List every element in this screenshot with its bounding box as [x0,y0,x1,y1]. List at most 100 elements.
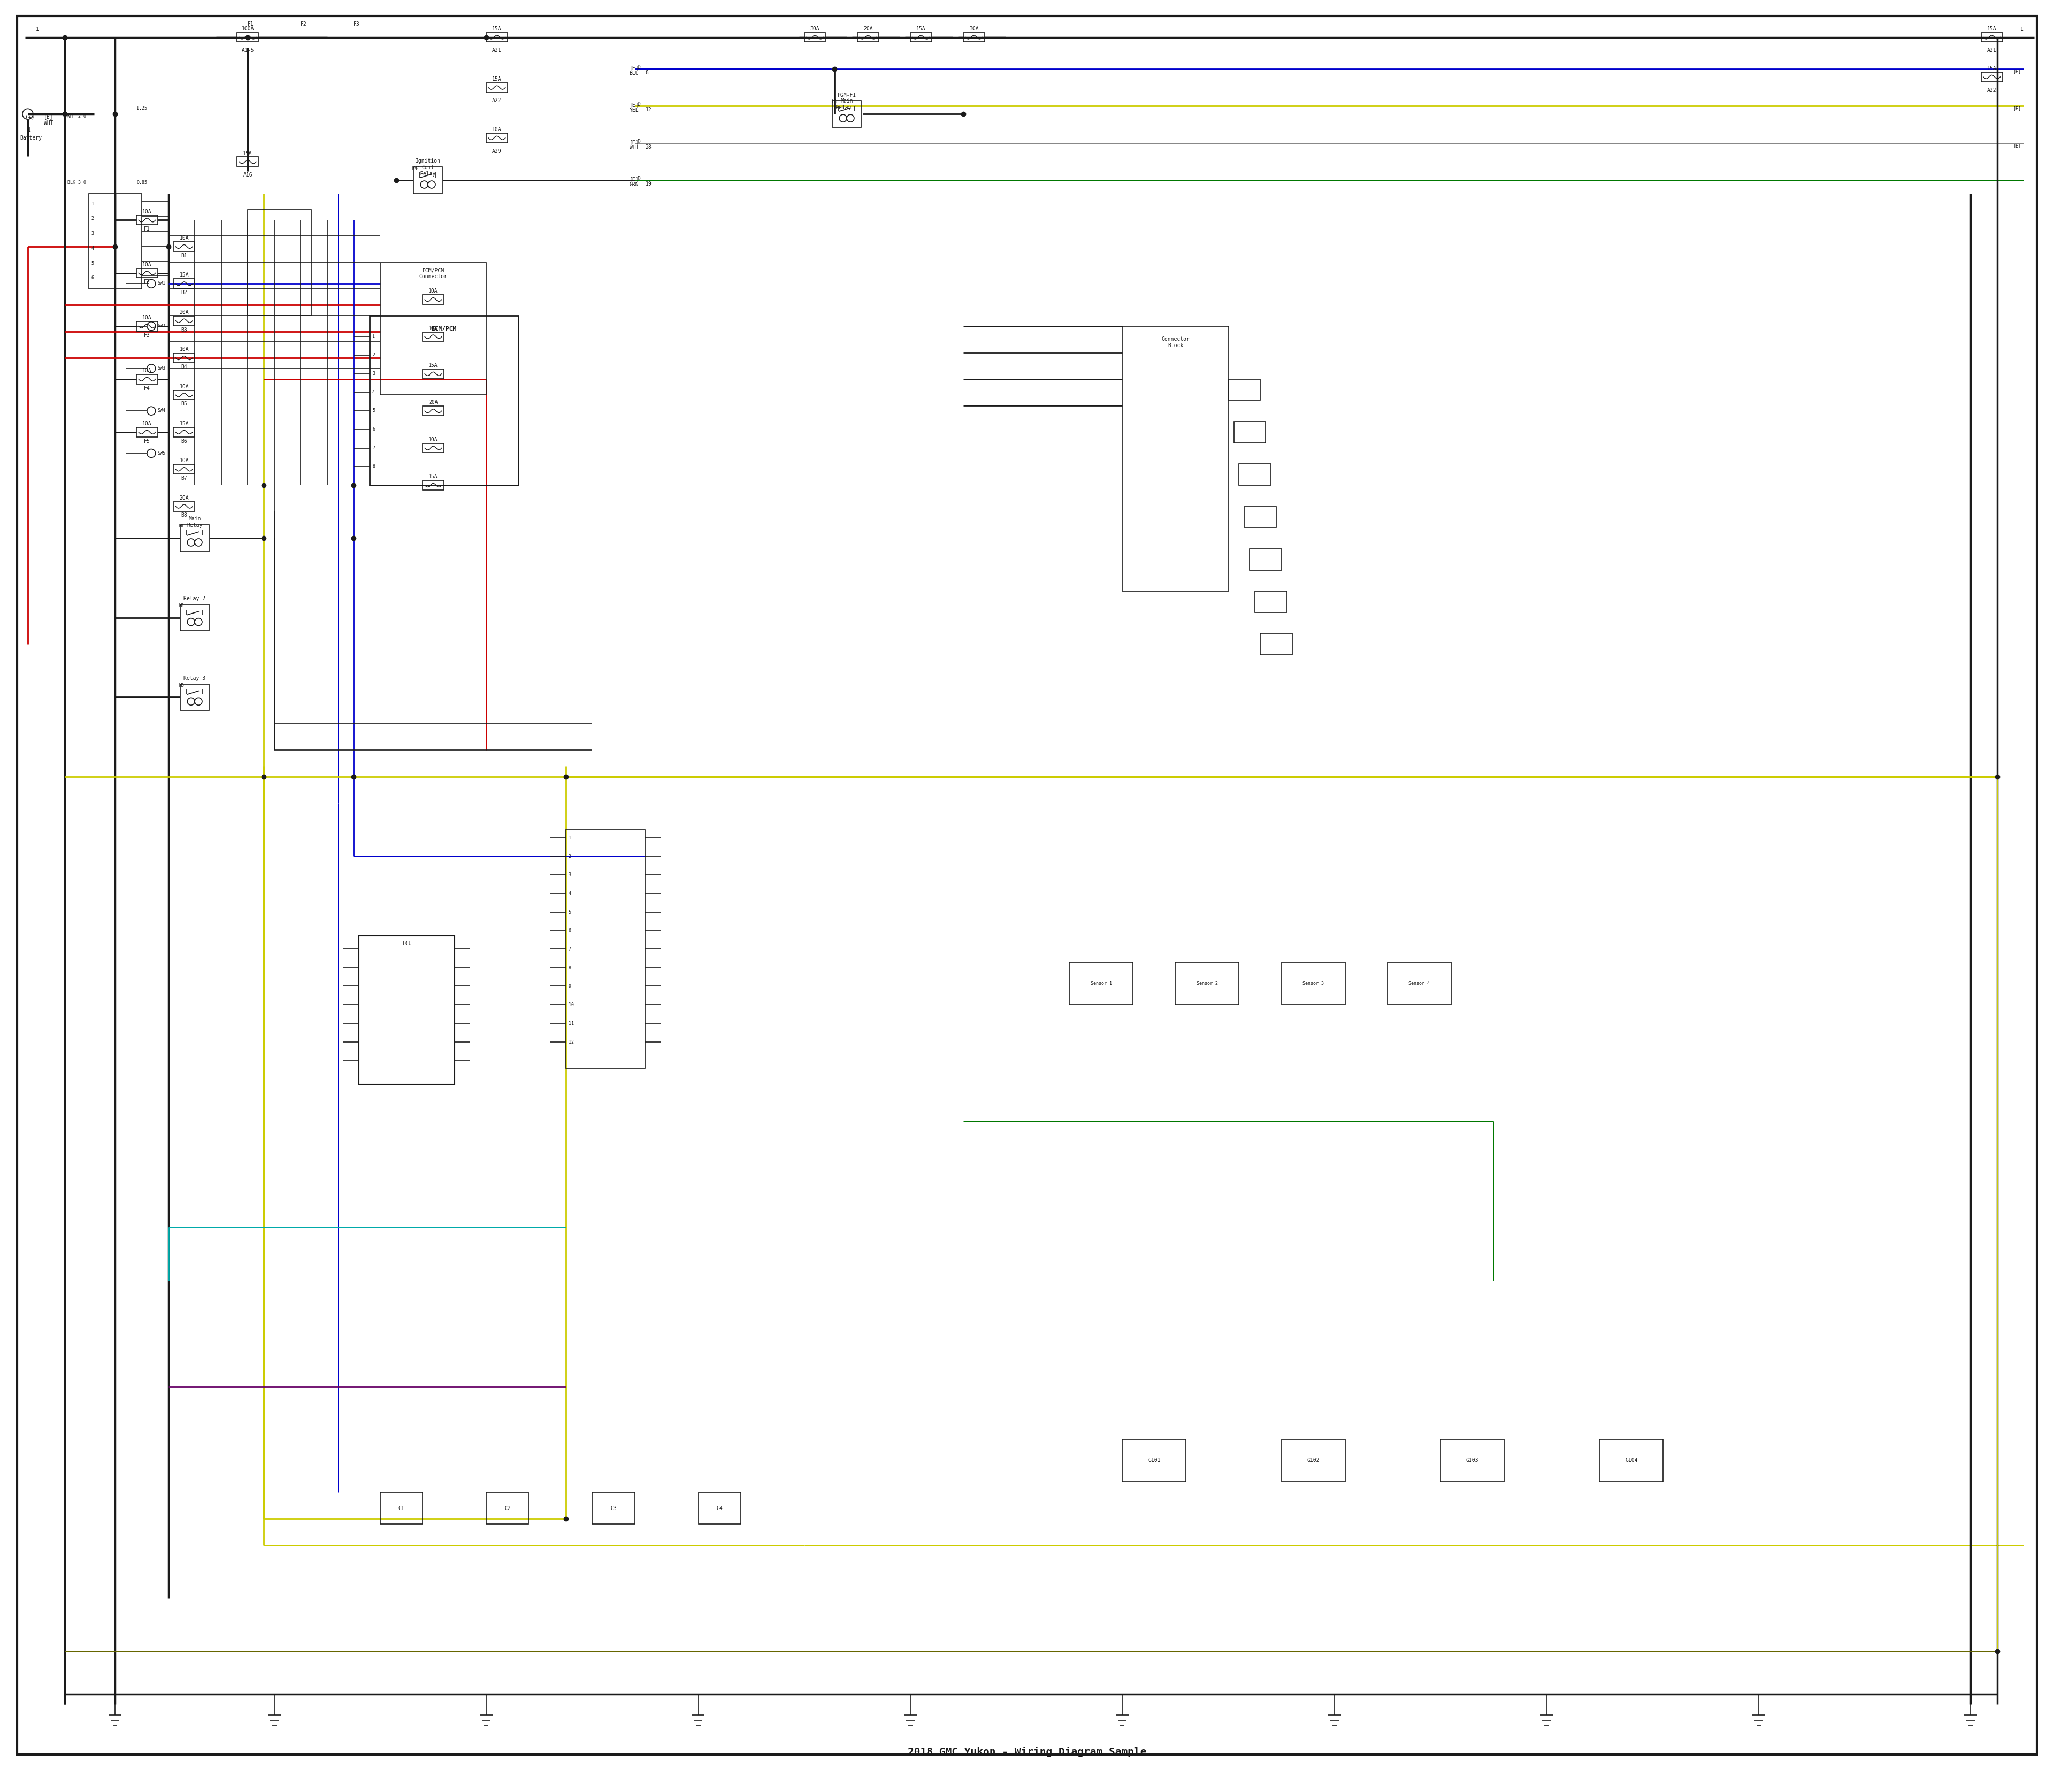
Bar [423,480,444,489]
Text: 1: 1 [90,201,94,206]
Bar [236,158,259,167]
Bar [592,1493,635,1525]
Text: 2018 GMC Yukon - Wiring Diagram Sample: 2018 GMC Yukon - Wiring Diagram Sample [908,1747,1146,1758]
Text: C3: C3 [610,1505,616,1511]
Text: Relay 3: Relay 3 [183,676,205,681]
Bar [805,32,826,41]
Bar [236,32,259,41]
Bar [1600,1439,1664,1482]
Text: Sensor 3: Sensor 3 [1302,980,1325,986]
Text: 4: 4 [569,891,571,896]
Text: 10: 10 [569,1002,573,1007]
Text: 4: 4 [90,246,94,251]
Text: 4: 4 [372,389,376,394]
Text: WHT: WHT [629,145,639,151]
Text: GRN: GRN [629,183,639,186]
Bar [1228,380,1261,400]
Text: [E]: [E] [629,177,639,183]
Text: 2: 2 [90,217,94,220]
Text: A21: A21 [493,48,501,54]
Text: 15A: 15A [493,27,501,30]
Text: 15A: 15A [1986,66,1996,72]
Text: 10A: 10A [142,262,152,267]
Text: 20A: 20A [863,27,873,30]
Text: G102: G102 [1306,1459,1319,1464]
Text: D: D [637,140,641,145]
Text: 1.25: 1.25 [136,106,148,111]
Text: YEL: YEL [629,108,639,113]
Text: [E]: [E] [2013,68,2021,73]
Bar [1121,326,1228,591]
Text: 1: 1 [372,333,376,339]
Text: A22: A22 [493,99,501,104]
Text: B5: B5 [181,401,187,407]
Text: 10A: 10A [179,235,189,240]
Text: 2: 2 [569,855,571,858]
Text: SW1: SW1 [158,281,166,287]
Text: F4: F4 [144,385,150,391]
Bar [1282,962,1345,1005]
Text: WHT: WHT [43,120,53,125]
Bar [487,32,507,41]
Bar [423,407,444,416]
Text: 10A: 10A [429,326,438,332]
Text: Main
Relay: Main Relay [187,516,203,529]
Bar [173,426,195,437]
Bar [380,262,487,394]
Text: 0.85: 0.85 [136,181,148,185]
Text: 9: 9 [569,984,571,989]
Text: 19: 19 [645,181,651,186]
Text: 11: 11 [569,1021,573,1027]
Text: A29: A29 [493,149,501,154]
Bar [1175,962,1239,1005]
Bar [487,133,507,143]
Text: [E]: [E] [2013,143,2021,149]
Text: ECM/PCM: ECM/PCM [431,326,456,332]
Text: 10A: 10A [429,437,438,443]
Text: [E]: [E] [43,115,53,120]
Text: 30A: 30A [969,27,978,30]
Bar [136,269,158,278]
Text: 7: 7 [569,946,571,952]
Text: 8: 8 [372,464,376,470]
Bar [423,369,444,378]
Text: 30A: 30A [809,27,820,30]
Text: WHT 2.0: WHT 2.0 [68,115,86,118]
Text: B2: B2 [181,290,187,296]
Text: 10A: 10A [142,367,152,373]
Text: 1: 1 [569,835,571,840]
Bar [136,321,158,332]
Bar [173,353,195,362]
Text: B4: B4 [181,364,187,369]
Text: 7: 7 [372,446,376,450]
Text: 15A: 15A [179,421,189,426]
Text: 15A: 15A [916,27,926,30]
Text: A16: A16 [242,172,253,177]
Text: [E]: [E] [629,102,639,108]
Text: 20A: 20A [179,495,189,500]
Text: M1: M1 [179,523,185,529]
Text: BLU: BLU [629,70,639,75]
Bar [487,1493,528,1525]
Text: [E]: [E] [629,65,639,70]
Bar [565,830,645,1068]
Bar [1234,421,1265,443]
Text: Sensor 4: Sensor 4 [1409,980,1430,986]
Text: 3: 3 [90,231,94,237]
Text: F5: F5 [144,439,150,444]
Text: 15A: 15A [429,362,438,367]
Text: Sensor 2: Sensor 2 [1197,980,1218,986]
Bar [173,464,195,475]
Bar [370,315,518,486]
Text: 5: 5 [372,409,376,414]
Text: C1: C1 [398,1505,405,1511]
Bar [1070,962,1134,1005]
Bar [963,32,984,41]
Text: 15A: 15A [1986,27,1996,30]
Text: 100A: 100A [242,27,255,30]
Text: C2: C2 [505,1505,511,1511]
Bar [910,32,933,41]
Text: SW4: SW4 [158,409,166,414]
Text: M3: M3 [179,683,185,688]
Bar [698,1493,741,1525]
